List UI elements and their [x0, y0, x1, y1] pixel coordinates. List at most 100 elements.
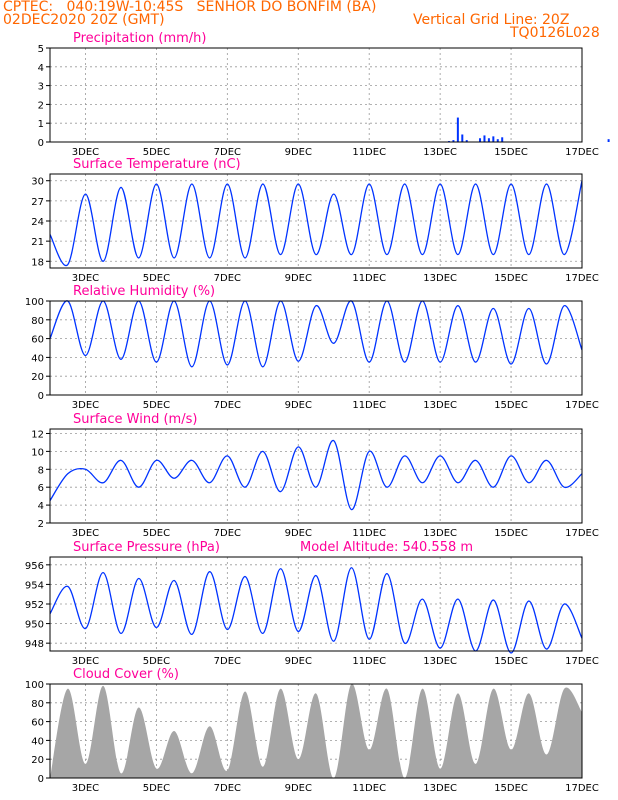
x-tick-label: 5DEC — [143, 528, 170, 539]
x-tick-label: 7DEC — [214, 528, 241, 539]
x-tick-label: 5DEC — [143, 400, 170, 411]
y-tick-label: 100 — [25, 297, 44, 308]
x-tick-label: 15DEC — [494, 528, 528, 539]
x-tick-label: 15DEC — [494, 400, 528, 411]
header-station: CPTEC: 040:19W-10:45S SENHOR DO BONFIM (… — [3, 0, 377, 15]
y-tick-label: 5 — [38, 44, 44, 55]
x-tick-label: 3DEC — [72, 656, 99, 667]
x-tick-label: 13DEC — [423, 147, 457, 158]
panel-frame — [49, 173, 583, 269]
x-tick-label: 9DEC — [285, 783, 312, 794]
y-tick-label: 20 — [31, 372, 44, 383]
series-line — [49, 567, 583, 654]
y-tick-label: 948 — [25, 639, 44, 650]
x-tick-label: 17DEC — [565, 656, 599, 667]
panel-frame — [49, 556, 583, 652]
y-tick-label: 18 — [31, 257, 44, 268]
precip-bar — [483, 135, 486, 142]
y-tick-label: 60 — [31, 718, 44, 729]
y-tick-label: 4 — [38, 501, 44, 512]
x-tick-label: 11DEC — [352, 400, 386, 411]
panel-frame — [49, 683, 583, 779]
x-tick-label: 7DEC — [214, 273, 241, 284]
y-tick-label: 2 — [38, 100, 44, 111]
precip-bar — [452, 140, 455, 142]
precip-bar — [461, 134, 464, 142]
x-tick-label: 5DEC — [143, 273, 170, 284]
x-tick-label: 11DEC — [352, 273, 386, 284]
x-tick-label: 7DEC — [214, 656, 241, 667]
panel-frame — [49, 300, 583, 396]
y-tick-label: 24 — [31, 217, 44, 228]
precip-bar — [465, 140, 468, 142]
x-tick-label: 9DEC — [285, 656, 312, 667]
panel-title: Precipitation (mm/h) — [73, 31, 206, 46]
y-tick-label: 20 — [31, 755, 44, 766]
y-tick-label: 30 — [31, 177, 44, 188]
x-tick-label: 7DEC — [214, 147, 241, 158]
precip-bar — [487, 138, 490, 142]
precip-bar — [492, 136, 495, 142]
y-tick-label: 1 — [38, 119, 44, 130]
x-tick-label: 17DEC — [565, 147, 599, 158]
x-tick-label: 17DEC — [565, 783, 599, 794]
y-tick-label: 950 — [25, 620, 44, 631]
x-tick-label: 9DEC — [285, 147, 312, 158]
x-tick-label: 3DEC — [72, 273, 99, 284]
y-tick-label: 80 — [31, 699, 44, 710]
y-tick-label: 2 — [38, 519, 44, 530]
x-tick-label: 13DEC — [423, 273, 457, 284]
x-tick-label: 11DEC — [352, 528, 386, 539]
y-tick-label: 6 — [38, 483, 44, 494]
x-tick-label: 3DEC — [72, 400, 99, 411]
cloud-cover-area — [50, 683, 582, 779]
y-tick-label: 40 — [31, 353, 44, 364]
y-tick-label: 0 — [38, 391, 44, 402]
x-tick-label: 11DEC — [352, 656, 386, 667]
panel-1: 3DEC 5DEC 7DEC 9DEC 11DEC 13DEC 15DEC 17DEC 0 1 2 3… — [38, 31, 610, 158]
y-tick-label: 100 — [25, 680, 44, 691]
panel-2: 3DEC 5DEC 7DEC 9DEC 11DEC 13DEC 15DEC 17DEC 18 21… — [31, 157, 599, 284]
x-tick-label: 5DEC — [143, 656, 170, 667]
panel-frame — [49, 428, 583, 524]
x-tick-label: 11DEC — [352, 783, 386, 794]
y-tick-label: 956 — [25, 561, 44, 572]
x-tick-label: 15DEC — [494, 656, 528, 667]
precip-bar — [479, 138, 482, 142]
panel-title: Surface Temperature (nC) — [73, 157, 241, 172]
panel-3: 3DEC 5DEC 7DEC 9DEC 11DEC 13DEC 15DEC 17DEC 0 20 4… — [25, 284, 599, 411]
x-tick-label: 5DEC — [143, 147, 170, 158]
panel-title: Surface Wind (m/s) — [73, 412, 197, 427]
series-line — [49, 439, 583, 511]
series-line — [49, 180, 583, 267]
precip-bar — [456, 117, 459, 142]
x-tick-label: 13DEC — [423, 400, 457, 411]
x-tick-label: 11DEC — [352, 147, 386, 158]
x-tick-label: 15DEC — [494, 147, 528, 158]
y-tick-label: 12 — [31, 429, 44, 440]
x-tick-label: 7DEC — [214, 783, 241, 794]
y-tick-label: 80 — [31, 316, 44, 327]
series-line — [49, 300, 583, 368]
precip-bar — [496, 139, 499, 142]
x-tick-label: 9DEC — [285, 528, 312, 539]
x-tick-label: 5DEC — [143, 783, 170, 794]
x-tick-label: 3DEC — [72, 783, 99, 794]
y-tick-label: 40 — [31, 736, 44, 747]
precip-bar — [607, 139, 610, 142]
y-tick-label: 0 — [38, 774, 44, 785]
x-tick-label: 9DEC — [285, 273, 312, 284]
x-tick-label: 13DEC — [423, 656, 457, 667]
y-tick-label: 10 — [31, 447, 44, 458]
x-tick-label: 13DEC — [423, 528, 457, 539]
panel-frame — [49, 47, 583, 143]
x-tick-label: 7DEC — [214, 400, 241, 411]
y-tick-label: 3 — [38, 82, 44, 93]
panel-title: Cloud Cover (%) — [73, 667, 179, 682]
x-tick-label: 13DEC — [423, 783, 457, 794]
header-datetime: 02DEC2020 20Z (GMT) — [3, 12, 165, 28]
y-tick-label: 21 — [31, 237, 44, 248]
x-tick-label: 15DEC — [494, 783, 528, 794]
x-tick-label: 17DEC — [565, 400, 599, 411]
